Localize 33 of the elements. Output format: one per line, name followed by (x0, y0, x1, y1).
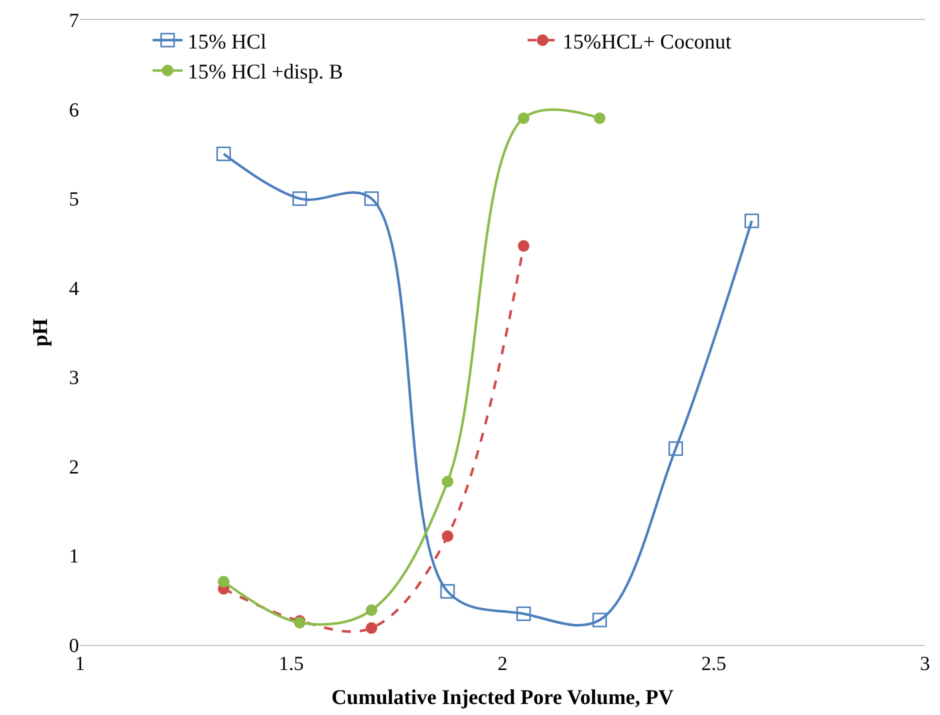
legend-label: 15%HCL+ Coconut (562, 29, 732, 54)
point (516, 606, 531, 621)
point (594, 112, 606, 124)
y-tick-label: 7 (69, 10, 79, 32)
point (440, 584, 455, 599)
y-axis-title: pH (28, 318, 52, 347)
y-tick-label: 0 (69, 635, 79, 657)
point (744, 214, 760, 228)
point (216, 146, 231, 162)
legend-label: 15% HCl (188, 29, 267, 54)
point (366, 604, 378, 616)
x-tick-label: 2 (498, 653, 508, 675)
x-tick-label: 3 (920, 653, 930, 675)
y-tick-label: 6 (69, 99, 79, 122)
point (442, 530, 454, 542)
y-tick-label: 2 (69, 456, 79, 478)
y-tick-label: 1 (69, 546, 79, 568)
point (218, 576, 230, 588)
point (592, 612, 607, 628)
point (518, 112, 530, 124)
x-tick-label: 2.5 (701, 653, 726, 675)
point (366, 622, 378, 634)
x-axis-title: Cumulative Injected Pore Volume, PV (332, 685, 674, 710)
point (442, 476, 454, 488)
x-tick-label: 1.5 (278, 653, 304, 675)
point (292, 191, 307, 206)
point (364, 191, 379, 206)
y-tick-label: 5 (69, 188, 79, 211)
point (518, 240, 530, 252)
y-tick-label: 4 (69, 278, 79, 300)
y-tick-label: 3 (69, 367, 79, 390)
legend-label: 15% HCl +disp. B (188, 60, 343, 84)
point (668, 441, 683, 456)
